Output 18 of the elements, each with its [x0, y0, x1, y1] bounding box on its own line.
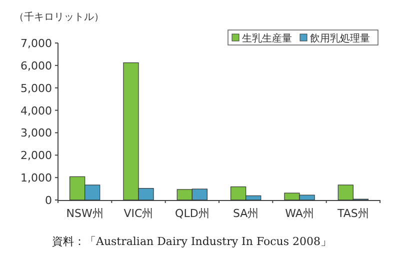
legend-label: 生乳生産量 — [242, 32, 292, 44]
y-tick-label: 1,000 — [20, 172, 52, 185]
y-tick-label: 2,000 — [20, 149, 52, 162]
x-tick-label: QLD州 — [175, 207, 210, 220]
y-tick-label: 4,000 — [20, 104, 52, 118]
x-tick-label: SA州 — [232, 207, 259, 220]
x-tick-label: WA州 — [285, 207, 314, 220]
y-tick-label: 6,000 — [20, 59, 52, 72]
y-tick-label: 3,000 — [20, 126, 52, 140]
x-tick-label: VIC州 — [124, 207, 154, 220]
x-tick-label: NSW州 — [66, 207, 104, 220]
x-tick-label: TAS州 — [336, 207, 369, 220]
y-axis-title: （千キロリットル） — [14, 11, 104, 23]
y-tick-label: 0 — [45, 194, 52, 207]
text: 資料：「Australian Dairy Industry In Focus 2008」 — [52, 234, 333, 249]
y-tick-label: 7,000 — [20, 37, 52, 50]
y-tick-label: 5,000 — [20, 82, 52, 95]
legend-label: 飲用乳処理量 — [310, 32, 370, 44]
